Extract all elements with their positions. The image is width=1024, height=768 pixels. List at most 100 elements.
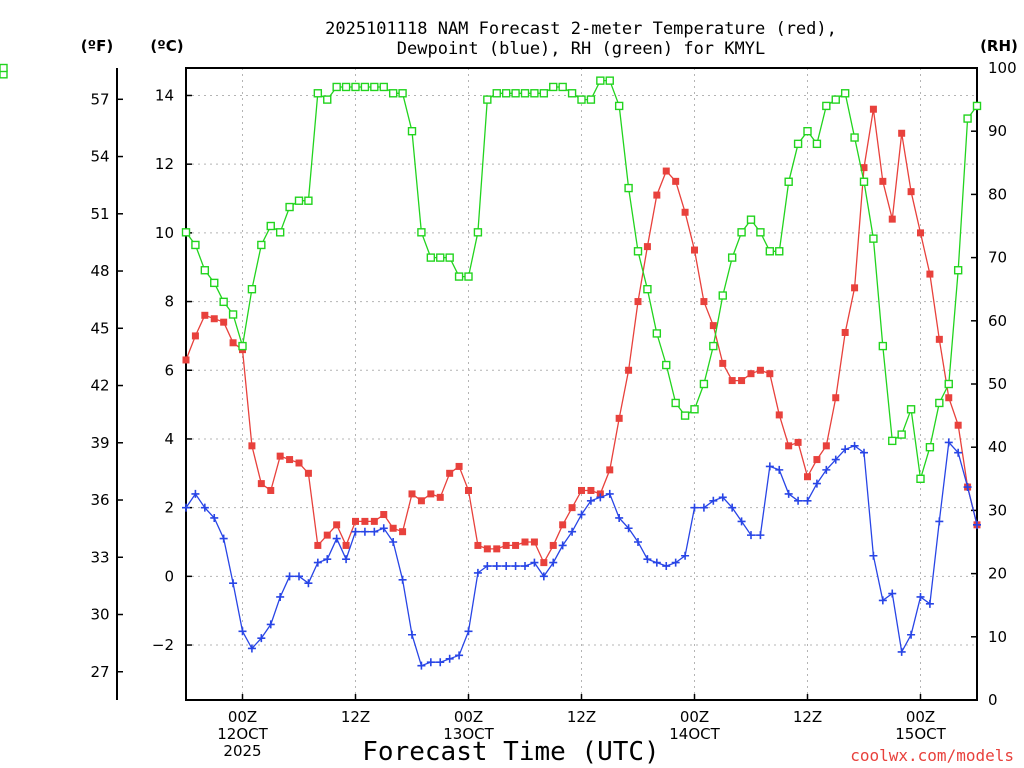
temperature-point [813, 456, 821, 464]
rh-point [238, 341, 247, 351]
temperature-point [709, 322, 717, 330]
dewpoint-point [398, 575, 407, 584]
temperature-point [907, 188, 915, 196]
x-tick-label: 12Z [341, 708, 370, 726]
dewpoint-point [973, 520, 981, 529]
grid-lines [186, 68, 977, 700]
celsius-tick-label: 10 [155, 224, 174, 242]
rh-point [680, 411, 690, 420]
dewpoint-point [916, 592, 925, 601]
rh-point [577, 95, 586, 104]
rh-point [963, 114, 972, 123]
dewpoint-point [360, 527, 369, 536]
rh-point [596, 76, 605, 85]
temperature-point [935, 335, 943, 343]
temperature-point [295, 459, 303, 467]
dewpoint-point [699, 503, 708, 512]
temperature-point [851, 284, 859, 292]
rh-point [850, 133, 859, 142]
temperature-point [869, 105, 877, 113]
rh-point [454, 272, 464, 281]
dewpoint-point [379, 524, 388, 533]
temperature-point [389, 524, 397, 532]
dewpoint-point [247, 644, 256, 653]
dewpoint-point [511, 562, 520, 571]
rh-point [662, 360, 671, 370]
temperature-point [474, 541, 482, 549]
temperature-point [493, 545, 501, 553]
dewpoint-point [342, 555, 351, 564]
dewpoint-point [690, 503, 699, 512]
dewpoint-point [483, 562, 492, 571]
celsius-tick-label: 2 [164, 499, 174, 517]
rh-point [257, 240, 266, 250]
temperature-point [860, 164, 868, 172]
celsius-tick-label: −2 [152, 636, 174, 654]
dewpoint-point [577, 510, 586, 519]
temperature-point [399, 528, 407, 536]
temperature-point [267, 486, 275, 494]
celsius-tick-label: 6 [164, 361, 174, 379]
rh-point [859, 177, 869, 186]
dewpoint-point [596, 493, 605, 502]
dewpoint-point [332, 534, 341, 543]
dewpoint-point [464, 627, 473, 636]
rh-point [0, 63, 8, 73]
temperature-point [578, 486, 585, 494]
rh-point [407, 126, 417, 136]
dewpoint-point [784, 489, 793, 498]
rh-tick-label: 20 [988, 565, 1007, 583]
temperature-point [785, 442, 793, 450]
rh-point [916, 474, 925, 483]
fahrenheit-tick-label: 33 [90, 548, 109, 566]
rh-point [520, 89, 530, 98]
dewpoint-point [568, 527, 577, 536]
dewpoint-point [652, 558, 661, 567]
dewpoint-point [473, 568, 482, 577]
dewpoint-point [426, 658, 435, 667]
rh-point [266, 221, 275, 231]
dewpoint-point [935, 517, 944, 526]
dewpoint-point [389, 538, 398, 546]
rh-point [793, 139, 803, 149]
rh-point [737, 228, 746, 237]
temperature-point [719, 359, 727, 367]
plot-frame [185, 67, 978, 701]
x-tick-label: 12Z [567, 708, 596, 726]
dewpoint-point [850, 441, 859, 450]
dewpoint-point [728, 503, 737, 512]
rh-tick-label: 80 [988, 185, 1007, 203]
celsius-tick-label: 0 [164, 567, 174, 585]
temperature-point [766, 370, 774, 378]
dewpoint-point [351, 527, 360, 536]
dewpoint-point [812, 479, 821, 488]
rh-point [897, 430, 906, 439]
dewpoint-point [860, 448, 868, 457]
temperature-point [643, 243, 651, 251]
temperature-point [540, 559, 548, 567]
temperature-point [483, 545, 491, 553]
rh-tick-label: 30 [988, 501, 1007, 519]
rh-point [718, 291, 727, 300]
dewpoint-point [313, 558, 322, 567]
dewpoint-point [304, 579, 313, 588]
temperature-point [191, 332, 199, 340]
dewpoint-point [822, 465, 831, 474]
rh-point [652, 329, 662, 338]
temperature-point [879, 177, 887, 185]
rh-point [275, 228, 285, 237]
fahrenheit-axis-unit: (ºF) [81, 37, 113, 55]
rh-point [614, 101, 624, 111]
temperature-point [672, 177, 680, 185]
fahrenheit-tick-label: 48 [90, 262, 109, 280]
temperature-point [417, 497, 425, 505]
dewpoint-point [182, 503, 190, 512]
x-tick-label: 2025 [223, 742, 261, 760]
rh-point [643, 285, 652, 294]
rh-point [530, 89, 539, 98]
rh-point [709, 341, 718, 351]
fahrenheit-tick-label: 51 [90, 205, 109, 223]
dewpoint-point [558, 541, 567, 550]
temperature-point [898, 129, 906, 137]
rh-point [775, 247, 784, 256]
